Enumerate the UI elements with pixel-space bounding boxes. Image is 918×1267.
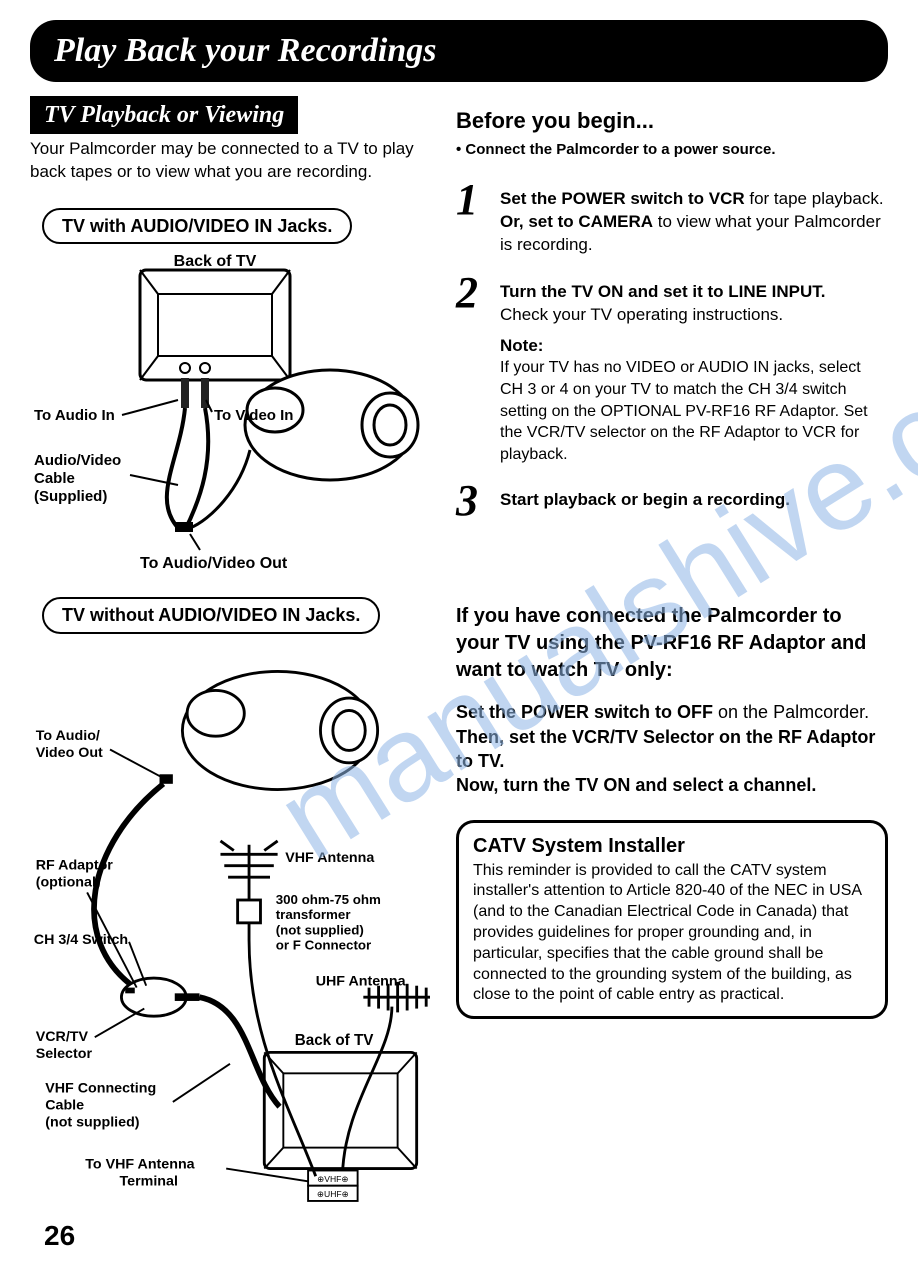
page-title: Play Back your Recordings: [30, 20, 888, 82]
vhf-conn-2: Cable: [45, 1097, 84, 1113]
av-cable-label-3: (Supplied): [34, 488, 107, 505]
rf-adaptor-2: (optional): [36, 874, 101, 890]
vhf-conn-3: (not supplied): [45, 1114, 140, 1130]
to-av-out-2: Video Out: [36, 745, 103, 761]
step-1: 1 Set the POWER switch to VCR for tape p…: [456, 178, 888, 257]
right-column: Before you begin... • Connect the Palmco…: [456, 96, 888, 1019]
vhf-port: ⊕VHF⊕: [317, 1174, 348, 1184]
diagram-without-jacks: To Audio/ Video Out RF Adaptor (optional…: [30, 640, 430, 1240]
before-you-begin-heading: Before you begin...: [456, 106, 888, 136]
diagram-caption-with-jacks: TV with AUDIO/VIDEO IN Jacks.: [42, 208, 352, 244]
step-3: 3 Start playback or begin a recording.: [456, 479, 888, 523]
to-video-in-label: To Video In: [214, 407, 293, 424]
transformer-3: (not supplied): [276, 922, 364, 937]
av-cable-label-1: Audio/Video: [34, 452, 121, 469]
back-of-tv-label: Back of TV: [174, 253, 257, 270]
vcrtv-1: VCR/TV: [36, 1029, 89, 1045]
diagram-with-jacks: Back of TV To Audio In To Video In: [30, 250, 430, 580]
step-2-bold-1: Turn the TV ON and set it to LINE INPUT.: [500, 282, 826, 301]
step-2-note-body: If your TV has no VIDEO or AUDIO IN jack…: [500, 357, 888, 465]
step-3-number: 3: [456, 479, 492, 523]
step-1-bold-2: Or, set to CAMERA: [500, 212, 653, 231]
catv-body: This reminder is provided to call the CA…: [473, 861, 871, 1007]
vhf-antenna-label: VHF Antenna: [285, 850, 375, 866]
step-1-text-1: for tape playback.: [745, 189, 884, 208]
before-you-begin-bullet: • Connect the Palmcorder to a power sour…: [456, 140, 888, 160]
step-3-bold-1: Start playback or begin a recording.: [500, 490, 790, 509]
diagram-caption-without-jacks: TV without AUDIO/VIDEO IN Jacks.: [42, 597, 380, 633]
step-2: 2 Turn the TV ON and set it to LINE INPU…: [456, 271, 888, 466]
av-cable-label-2: Cable: [34, 470, 75, 487]
step-2-text-1: Check your TV operating instructions.: [500, 305, 783, 324]
vcrtv-2: Selector: [36, 1046, 93, 1062]
catv-box: CATV System Installer This reminder is p…: [456, 820, 888, 1020]
vhf-conn-1: VHF Connecting: [45, 1080, 156, 1096]
if-connected-block: If you have connected the Palmcorder to …: [456, 603, 888, 797]
step-1-number: 1: [456, 178, 492, 222]
step-1-bold-1: Set the POWER switch to VCR: [500, 189, 745, 208]
page-number: 26: [44, 1217, 75, 1255]
transformer-2: transformer: [276, 907, 351, 922]
section-intro: Your Palmcorder may be connected to a TV…: [30, 138, 430, 184]
ch34-label: CH 3/4 Switch: [34, 931, 128, 947]
if-bold-3: Now, turn the TV ON and select a channel…: [456, 775, 816, 795]
catv-heading: CATV System Installer: [473, 833, 871, 859]
transformer-4: or F Connector: [276, 937, 372, 952]
step-2-number: 2: [456, 271, 492, 315]
left-column: TV Playback or Viewing Your Palmcorder m…: [30, 96, 430, 1247]
to-vhf-1: To VHF Antenna: [85, 1156, 195, 1172]
rf-adaptor-1: RF Adaptor: [36, 857, 114, 873]
uhf-antenna-label: UHF Antenna: [316, 973, 407, 989]
section-heading: TV Playback or Viewing: [30, 96, 298, 134]
if-bold-2: Then, set the VCR/TV Selector on the RF …: [456, 727, 875, 771]
to-vhf-2: Terminal: [120, 1173, 178, 1189]
if-bold-1: Set the POWER switch to OFF: [456, 702, 713, 722]
to-audio-in-label: To Audio In: [34, 407, 115, 424]
to-av-out-label: To Audio/Video Out: [140, 555, 288, 572]
uhf-port: ⊕UHF⊕: [317, 1189, 349, 1199]
to-av-out-1: To Audio/: [36, 728, 100, 744]
transformer-1: 300 ohm-75 ohm: [276, 891, 381, 906]
if-text-1: on the Palmcorder.: [713, 702, 869, 722]
back-of-tv-2: Back of TV: [295, 1031, 374, 1048]
if-connected-heading: If you have connected the Palmcorder to …: [456, 603, 888, 684]
step-2-note-head: Note:: [500, 335, 888, 358]
